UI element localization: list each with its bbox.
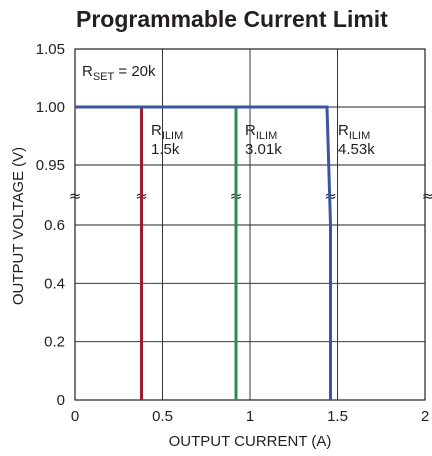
plot-frame bbox=[74, 48, 426, 401]
y-axis-label: OUTPUT VOLTAGE (V) bbox=[10, 147, 27, 305]
series-label-value: 3.01k bbox=[245, 141, 282, 158]
x-tick-label: 0 bbox=[71, 408, 79, 425]
x-axis-label: OUTPUT CURRENT (A) bbox=[169, 433, 332, 450]
series-label-value: 1.5k bbox=[151, 141, 180, 158]
y-tick-label: 0.6 bbox=[44, 217, 65, 234]
y-tick-label: 0.95 bbox=[36, 157, 65, 174]
axis-break-mark: ≈ bbox=[422, 187, 432, 205]
x-tick-label: 2 bbox=[421, 408, 429, 425]
series-label-name: RILIM bbox=[338, 122, 370, 142]
chart-title: Programmable Current Limit bbox=[76, 6, 388, 32]
series-label-name: RILIM bbox=[151, 122, 183, 142]
y-tick-label: 1.05 bbox=[36, 41, 65, 58]
x-tick-label: 0.5 bbox=[152, 408, 173, 425]
y-tick-label: 0 bbox=[57, 392, 65, 409]
series-label-value: 4.53k bbox=[338, 141, 375, 158]
series-label-name: RILIM bbox=[245, 122, 277, 142]
y-tick-label: 1.00 bbox=[36, 99, 65, 116]
rset-annotation: RSET = 20k bbox=[82, 63, 156, 83]
x-tick-label: 1 bbox=[246, 408, 254, 425]
x-tick-label: 1.5 bbox=[327, 408, 348, 425]
series-line-1 bbox=[75, 105, 143, 400]
y-tick-label: 0.4 bbox=[44, 275, 65, 292]
series-line-3 bbox=[75, 105, 332, 400]
axis-break-mark: ≈ bbox=[69, 187, 82, 205]
series-lines bbox=[75, 105, 332, 400]
tick-labels: 0 0.5 1 1.5 2 1.05 1.00 0.95 0.6 0.4 0.2 0 bbox=[36, 41, 429, 425]
grid-lines bbox=[75, 49, 425, 400]
y-tick-label: 0.2 bbox=[44, 334, 65, 351]
